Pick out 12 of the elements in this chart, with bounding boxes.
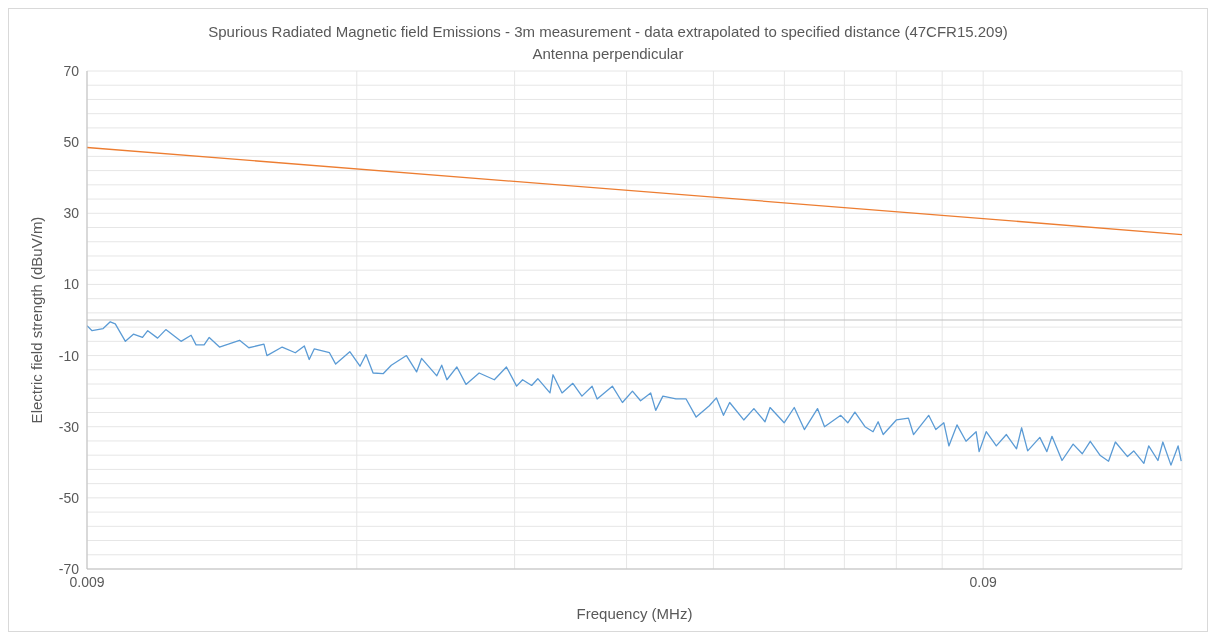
x-axis-title: Frequency (MHz) bbox=[576, 605, 693, 622]
y-tick-label: 70 bbox=[63, 62, 80, 79]
y-tick-label: 30 bbox=[63, 205, 80, 222]
chart-title: Spurious Radiated Magnetic field Emissions - 3m measurement - data extrapolated to specified distance (47CFR15.209) bbox=[207, 22, 1009, 42]
x-tick-label: 0.09 bbox=[969, 573, 998, 590]
y-tick-label: -10 bbox=[58, 347, 80, 364]
chart-subtitle: Antenna perpendicular bbox=[532, 45, 684, 62]
y-axis-title: Electric field strength (dBuV/m) bbox=[28, 216, 46, 424]
y-tick-label: 10 bbox=[63, 276, 80, 293]
y-tick-label: 50 bbox=[63, 134, 80, 151]
y-tick-label: -30 bbox=[58, 418, 80, 435]
y-tick-label: -50 bbox=[58, 489, 80, 506]
